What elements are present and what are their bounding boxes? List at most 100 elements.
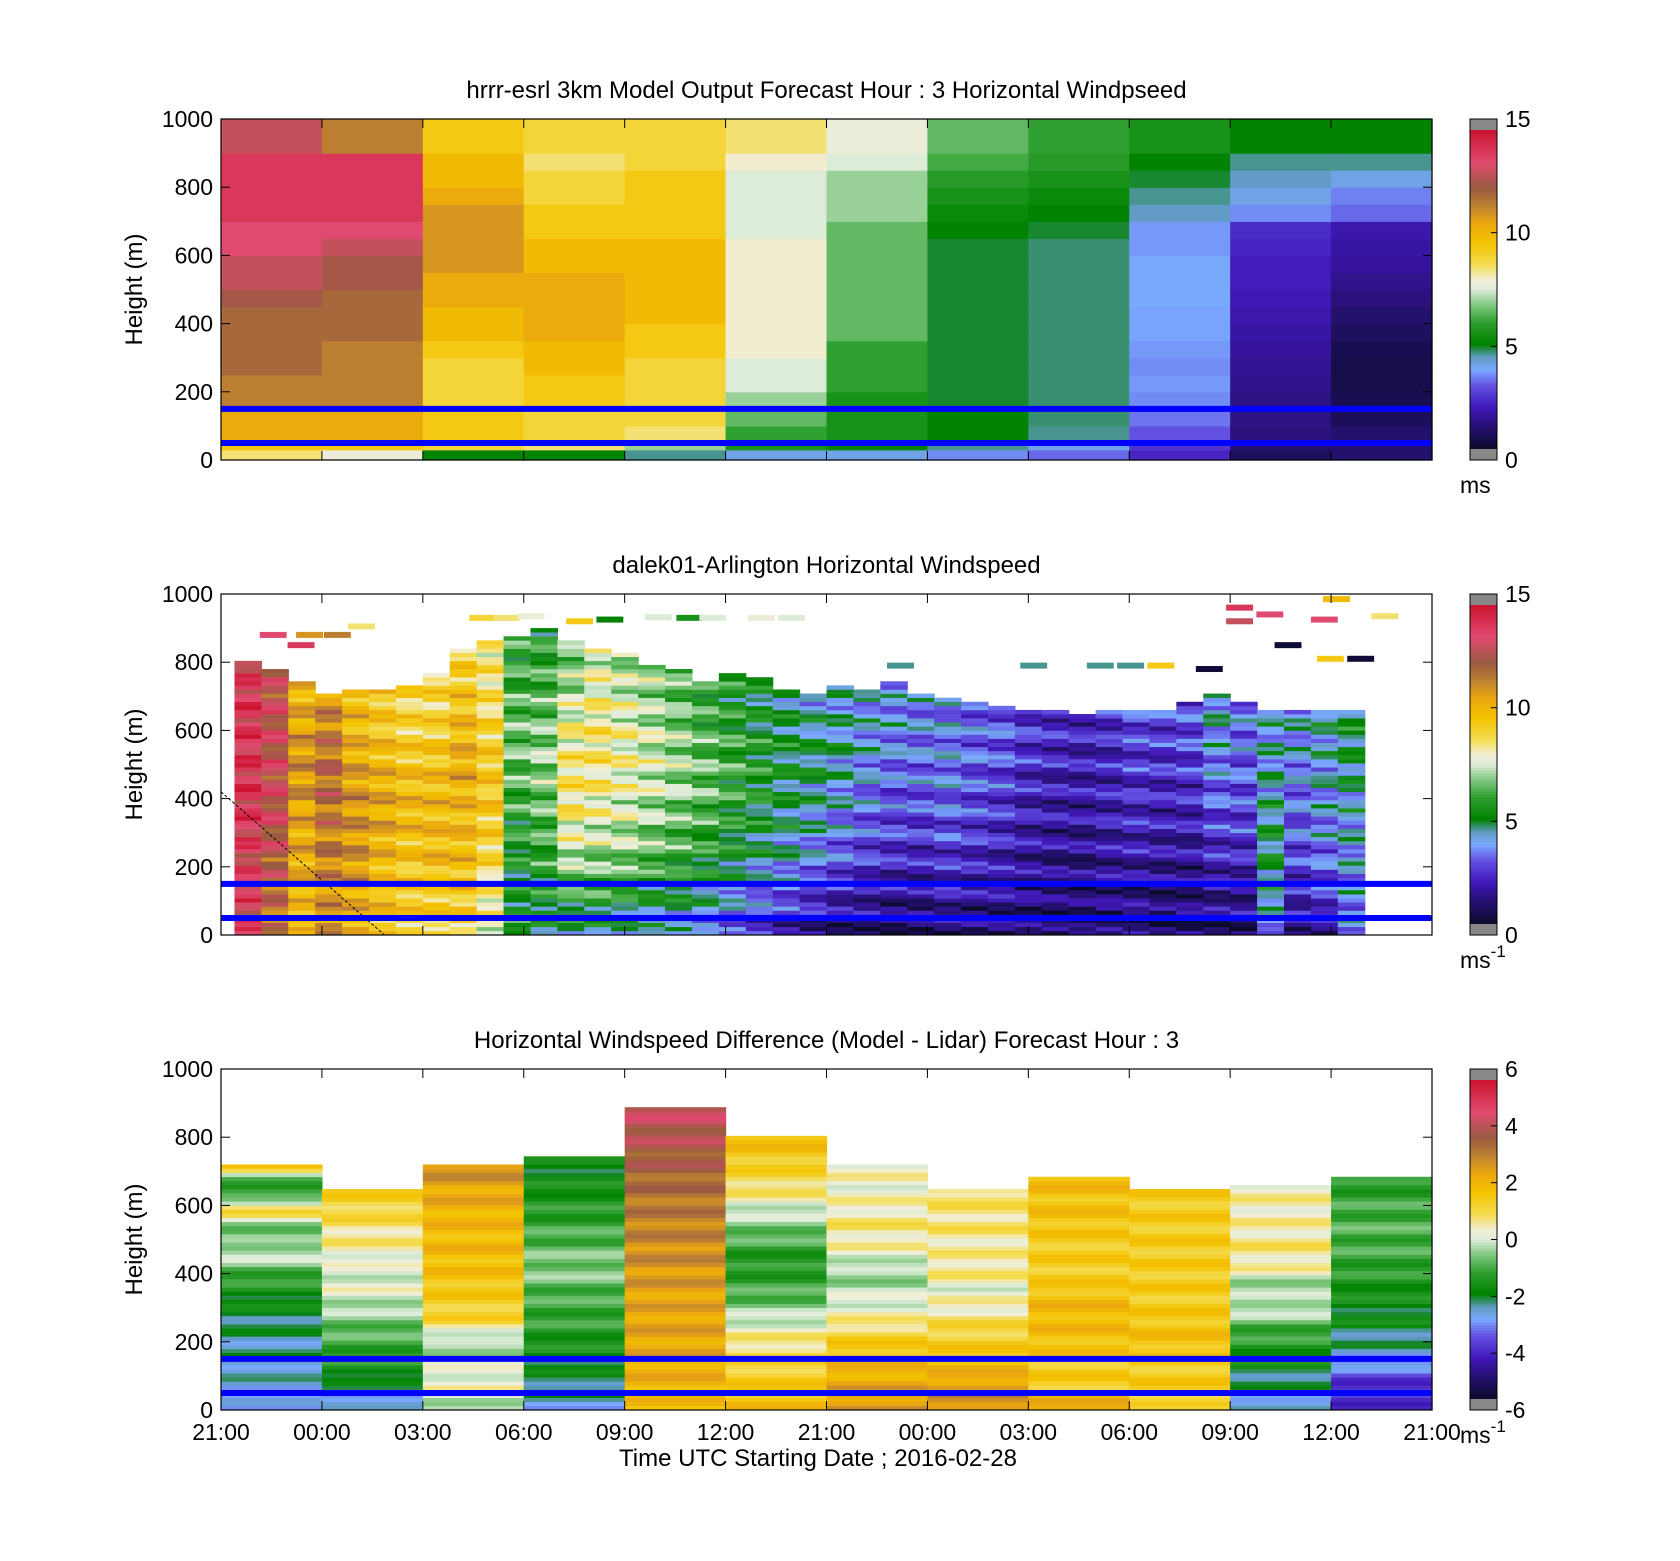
heatmap-cell: [1331, 1176, 1433, 1182]
heatmap-cell: [422, 861, 451, 866]
heatmap-cell: [476, 840, 505, 846]
heatmap-cell: [342, 844, 370, 850]
heatmap-cell: [1230, 828, 1258, 833]
heatmap-cell: [745, 799, 774, 805]
colorbar-segment: [1470, 1271, 1497, 1275]
heatmap-cell: [1331, 1266, 1433, 1272]
heatmap-cell: [476, 820, 505, 825]
heatmap-cell: [772, 857, 801, 862]
heatmap-cell: [665, 922, 693, 928]
heatmap-cell: [1203, 754, 1231, 760]
heatmap-cell: [1095, 873, 1124, 879]
heatmap-cell: [395, 853, 424, 858]
heatmap-cell: [927, 1381, 1029, 1386]
colorbar-segment: [1470, 1220, 1497, 1225]
heatmap-cell: [1122, 902, 1151, 907]
heatmap-cell: [799, 759, 828, 764]
heatmap-cell: [1310, 804, 1339, 809]
heatmap-cell: [523, 153, 626, 171]
heatmap-cell: [369, 894, 397, 899]
heatmap-cell: [961, 775, 989, 780]
heatmap-cell: [523, 1311, 626, 1317]
heatmap-cell: [691, 861, 720, 866]
colorbar-tick-label: -2: [1505, 1283, 1525, 1309]
heatmap-cell: [395, 836, 424, 842]
heatmap-cell: [934, 795, 962, 801]
heatmap-cell: [1041, 750, 1070, 756]
heatmap-cell: [1122, 857, 1151, 862]
heatmap-cell: [799, 804, 828, 809]
heatmap-cell: [691, 730, 720, 735]
heatmap-cell: [1257, 824, 1285, 829]
heatmap-cell: [880, 750, 908, 756]
heatmap-cell: [321, 408, 424, 427]
heatmap-cell: [718, 906, 747, 911]
heatmap-cell: [221, 1311, 323, 1317]
heatmap-cell: [725, 1307, 828, 1313]
heatmap-cell: [1176, 718, 1204, 723]
heatmap-cell: [1149, 861, 1177, 866]
heatmap-cell: [624, 1328, 727, 1333]
heatmap-cell: [624, 1352, 727, 1358]
heatmap-cell: [1331, 1221, 1433, 1227]
heatmap-cell: [772, 820, 801, 825]
heatmap-cell: [1176, 930, 1204, 936]
colorbar-segment: [1470, 735, 1497, 739]
heatmap-cell: [1028, 272, 1130, 291]
heatmap-cell: [1149, 759, 1177, 764]
heatmap-cell: [611, 844, 639, 850]
heatmap-cell: [638, 812, 666, 817]
heatmap-cell: [1230, 816, 1258, 821]
heatmap-cell: [745, 828, 774, 833]
heatmap-cell: [476, 816, 505, 821]
heatmap-cell: [665, 689, 693, 694]
heatmap-cell: [934, 889, 962, 895]
heatmap-cell: [288, 906, 316, 911]
heatmap-cell: [1230, 783, 1258, 788]
heatmap-cell: [234, 795, 262, 801]
heatmap-cell: [725, 1401, 828, 1407]
heatmap-cell: [422, 1238, 525, 1243]
heatmap-cell: [449, 705, 478, 711]
heatmap-cell: [395, 718, 424, 723]
heatmap-cell: [530, 836, 558, 842]
colorbar-frame: [1469, 118, 1498, 461]
heatmap-cell: [503, 701, 532, 707]
heatmap-cell: [1337, 714, 1366, 719]
heatmap-cell: [880, 726, 908, 731]
heatmap-cell: [691, 718, 720, 723]
heatmap-cell: [826, 906, 855, 911]
colorbar-segment: [1470, 1375, 1497, 1379]
heatmap-cell: [422, 1176, 525, 1182]
heatmap-cell: [584, 775, 612, 780]
heatmap-cell: [826, 685, 855, 690]
heatmap-cell: [907, 779, 935, 784]
heatmap-cell: [927, 1225, 1029, 1231]
colorbar-segment: [1470, 873, 1497, 877]
heatmap-cell: [880, 693, 908, 698]
heatmap-cell: [934, 853, 962, 858]
heatmap-cell: [584, 677, 612, 682]
heatmap-cell: [584, 746, 612, 752]
heatmap-cell: [826, 1373, 929, 1378]
heatmap-cell: [611, 898, 639, 903]
heatmap-cell: [342, 808, 370, 813]
heatmap-cell: [422, 1217, 525, 1223]
heatmap-cell: [449, 808, 478, 813]
heatmap-cell: [927, 289, 1029, 308]
heatmap-cell: [261, 767, 289, 772]
heatmap-cell: [1283, 824, 1312, 829]
heatmap-cell: [1028, 1274, 1130, 1280]
heatmap-cell: [523, 1385, 626, 1390]
heatmap-cell: [422, 1201, 525, 1206]
heatmap-cell: [624, 357, 727, 376]
heatmap-cell: [880, 799, 908, 805]
heatmap-cell: [611, 857, 639, 862]
heatmap-cell: [288, 746, 316, 752]
heatmap-cell: [523, 1319, 626, 1325]
heatmap-cell: [288, 869, 316, 874]
heatmap-cell: [342, 750, 370, 756]
colorbar-segment: [1470, 732, 1497, 736]
heatmap-cell: [422, 1180, 525, 1186]
heatmap-cell: [772, 922, 801, 928]
